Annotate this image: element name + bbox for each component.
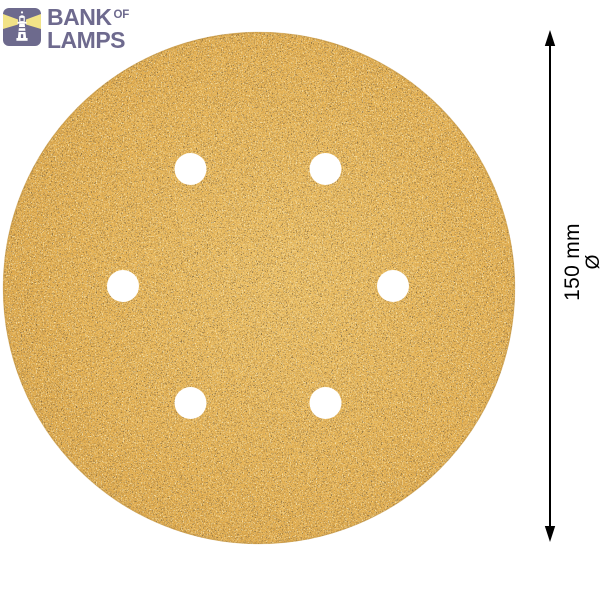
- arrow-up-head-icon: [544, 30, 556, 46]
- disc-holes: [107, 153, 409, 419]
- disc-hole: [309, 387, 342, 419]
- arrow-down-head-icon: [544, 526, 556, 542]
- brand-logo: BANK OF LAMPS: [3, 6, 130, 53]
- disc-hole: [174, 387, 207, 419]
- brand-name: BANK OF LAMPS: [47, 6, 130, 53]
- brand-word-of: OF: [113, 9, 130, 21]
- diameter-symbol: Ø: [583, 255, 600, 270]
- brand-word-bank: BANK: [47, 4, 112, 30]
- disc-hole: [309, 153, 342, 185]
- brand-word-lamps: LAMPS: [47, 27, 126, 53]
- dimension-label: 150 mm Ø: [513, 192, 600, 332]
- disc-hole: [377, 270, 409, 302]
- dimension-value: 150 mm: [561, 223, 584, 301]
- lighthouse-icon: [3, 8, 41, 46]
- disc-edge: [2, 31, 516, 545]
- dimension-arrow: [544, 30, 556, 542]
- disc-hole: [174, 153, 207, 185]
- disc-hole: [107, 270, 139, 302]
- brand-line1: BANK OF: [47, 6, 130, 31]
